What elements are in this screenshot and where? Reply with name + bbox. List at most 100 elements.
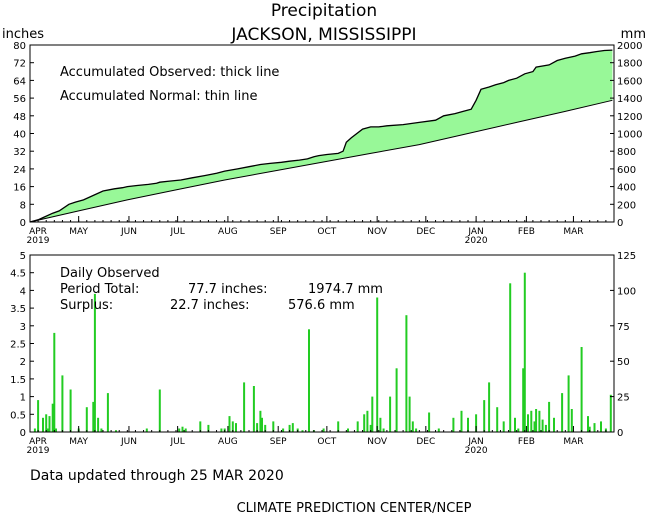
daily-precip-bar	[415, 428, 418, 432]
top-ytick-right-label: 2000	[617, 41, 642, 52]
top-ytick-right-label: 1600	[617, 76, 642, 87]
top-ytick-left-label: 8	[20, 200, 26, 211]
daily-precip-bar	[145, 428, 148, 432]
daily-precip-bar	[231, 421, 234, 432]
daily-precip-bar	[100, 428, 103, 432]
ylabel-right-mm: mm	[621, 27, 646, 42]
daily-precip-bar	[593, 423, 596, 432]
daily-precip-bar	[609, 394, 612, 432]
daily-precip-bar	[93, 293, 96, 432]
bottom-ytick-right-label: 100	[617, 286, 636, 297]
bottom-ytick-right-label: 50	[617, 357, 630, 368]
daily-precip-bar	[256, 423, 259, 432]
daily-precip-bar	[33, 428, 36, 432]
daily-precip-bar	[530, 410, 533, 432]
daily-precip-bar	[61, 375, 64, 432]
top-ytick-right-label: 400	[617, 183, 636, 194]
bottom-xtick-month-label: MAR	[563, 437, 583, 447]
bottom-ytick-right-label: 0	[617, 428, 623, 439]
bottom-ytick-left-label: 0	[20, 428, 26, 439]
top-ytick-left-label: 80	[13, 41, 26, 52]
daily-precip-bar	[408, 396, 411, 432]
daily-precip-bar	[243, 382, 246, 432]
bottom-ytick-left-label: 2.5	[10, 340, 26, 351]
daily-precip-bar	[48, 416, 51, 432]
period-total-mm: 1974.7 mm	[308, 282, 383, 297]
top-xtick-month-label: SEP	[270, 227, 287, 237]
top-ytick-left-label: 16	[13, 183, 26, 194]
bottom-yticks-right: 0 25 50 75 100 125	[610, 251, 636, 439]
period-total-label: Period Total:	[60, 282, 139, 297]
daily-precip-bar	[570, 409, 573, 432]
bottom-yticks-left: 0 0.5 1 1.5 2 2.5 3 3.5 4 4.5 5	[10, 251, 34, 439]
top-xtick-year-label: 2019	[27, 236, 50, 246]
daily-precip-bar	[264, 424, 267, 432]
daily-precip-bar	[379, 417, 382, 432]
bottom-xtick-month-label: NOV	[367, 437, 388, 447]
surplus-inches: 22.7 inches:	[170, 298, 249, 313]
daily-precip-bar	[371, 396, 374, 432]
daily-precip-bar	[533, 421, 536, 432]
daily-precip-bar	[46, 428, 49, 432]
daily-precip-bar	[496, 407, 499, 432]
chart-subtitle: JACKSON, MISSISSIPPI	[230, 25, 416, 45]
daily-precip-bar	[382, 428, 385, 432]
top-xtick-month-label: MAY	[69, 227, 88, 237]
top-ytick-left-label: 72	[13, 59, 26, 70]
daily-precip-bar	[467, 417, 469, 432]
daily-precip-bar	[369, 424, 372, 432]
bottom-xtick-month-label: MAY	[69, 437, 88, 447]
top-xtick-year-label: 2020	[465, 236, 488, 246]
daily-precip-bar	[85, 407, 88, 432]
surplus-label: Surplus:	[60, 298, 113, 313]
top-ytick-left-label: 24	[13, 165, 26, 176]
bottom-xtick-month-label: AUG	[218, 437, 238, 447]
top-xtick-month-label: NOV	[367, 227, 388, 237]
daily-panel: 0 0.5 1 1.5 2 2.5 3 3.5 4 4.5 5 0 25 50 75 100 125 APR M…	[10, 251, 636, 456]
bottom-xtick-month-label: DEC	[416, 437, 435, 447]
daily-precip-bar	[553, 417, 555, 432]
daily-precip-bar	[356, 421, 359, 432]
bottom-xtick-month-label: SEP	[270, 437, 287, 447]
daily-precip-bar	[523, 272, 526, 432]
daily-precip-bar	[405, 315, 408, 432]
bottom-xtick-month-label: JUN	[120, 437, 137, 447]
daily-precip-bar	[514, 417, 516, 432]
bottom-xtick-year-label: 2020	[465, 446, 488, 456]
top-xticks: APR MAY JUN JUL AUG SEP OCT NOV DEC JAN FEB MAR 2019…	[27, 216, 615, 246]
bottom-xtick-year-label: 2019	[27, 446, 50, 456]
daily-precip-bar	[92, 401, 95, 432]
top-yticks-right: 0 200 400 600 800 1000 1200 1400 1600 1800 2000	[610, 41, 642, 229]
top-xtick-month-label: JUL	[169, 227, 184, 237]
daily-precip-bar	[452, 417, 455, 432]
bottom-ytick-left-label: 4.5	[10, 269, 26, 280]
legend-observed: Accumulated Observed: thick line	[60, 65, 279, 80]
daily-precip-bar	[228, 416, 231, 432]
top-ytick-right-label: 800	[617, 147, 636, 158]
daily-precip-bar	[527, 414, 529, 432]
bottom-xticks: APR MAY JUN JUL AUG SEP OCT NOV DEC JAN FEB MAR 2019…	[27, 426, 615, 456]
daily-precip-bar	[580, 347, 583, 432]
top-ytick-left-label: 64	[13, 76, 26, 87]
top-ytick-right-label: 1000	[617, 130, 642, 141]
top-xtick-month-label: MAR	[563, 227, 583, 237]
daily-precip-bar	[282, 428, 285, 432]
daily-observed-title: Daily Observed	[60, 266, 160, 281]
legend-normal: Accumulated Normal: thin line	[60, 89, 258, 104]
daily-precip-bar	[502, 421, 505, 432]
top-ytick-left-label: 48	[13, 112, 26, 123]
daily-precip-bar	[235, 423, 237, 432]
top-xtick-month-label: JAN	[467, 227, 483, 237]
daily-precip-bar	[259, 410, 262, 432]
accumulated-normal-line	[29, 99, 613, 223]
daily-precip-bar	[288, 424, 291, 432]
daily-precip-bar	[460, 410, 463, 432]
daily-precip-bar	[181, 426, 184, 432]
daily-precip-bar	[544, 424, 547, 432]
daily-precip-bar	[363, 414, 366, 432]
top-xtick-month-label: FEB	[518, 227, 535, 237]
top-ytick-left-label: 56	[13, 94, 26, 105]
daily-precip-bar	[55, 428, 57, 432]
top-ytick-left-label: 40	[13, 130, 26, 141]
